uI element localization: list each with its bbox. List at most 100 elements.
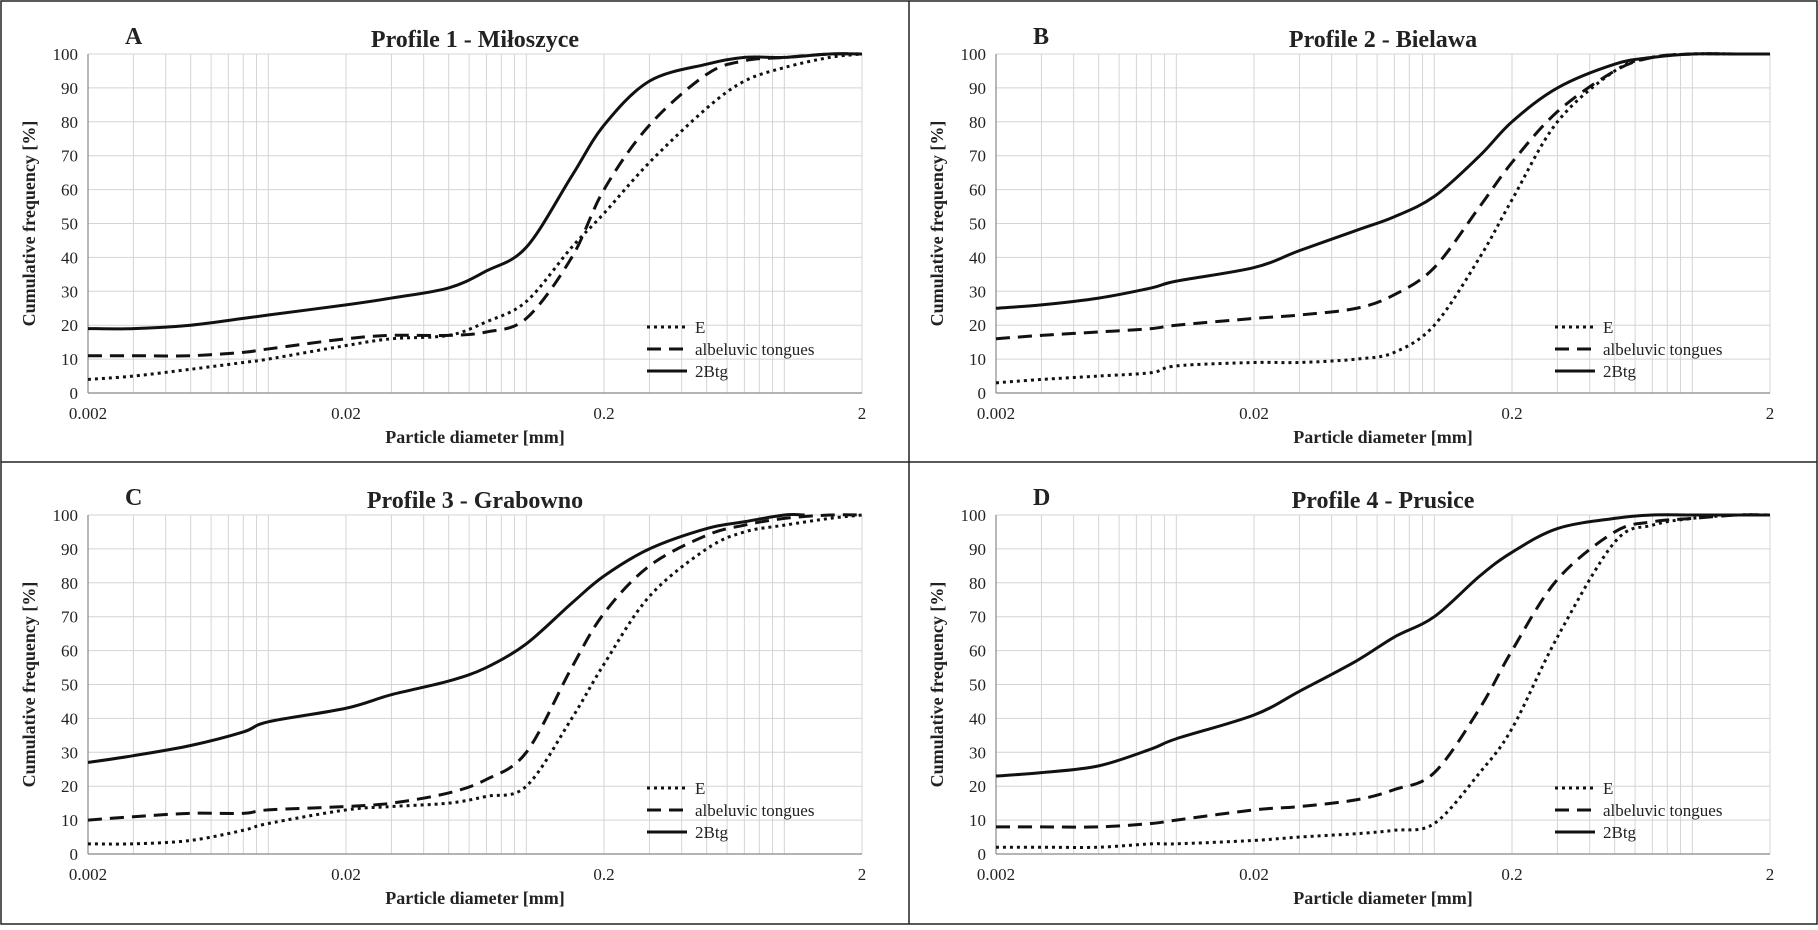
- y-tick-label: 60: [969, 642, 986, 661]
- series-line-3: [87, 513, 805, 764]
- panel-label: B: [1033, 24, 1049, 50]
- y-tick-label: 30: [61, 743, 78, 762]
- x-tick-label: 2: [858, 404, 867, 423]
- legend-entry: E: [695, 318, 705, 337]
- y-tick-label: 20: [969, 777, 986, 796]
- x-tick-label: 0.002: [977, 865, 1015, 884]
- grid: [87, 53, 863, 394]
- y-tick-label: 50: [969, 215, 986, 234]
- y-tick-label: 10: [969, 350, 986, 369]
- x-tick-label: 0.02: [1239, 404, 1269, 423]
- y-axis-title: Cumulative frequency [%]: [927, 582, 947, 788]
- series-line-1: [87, 513, 863, 846]
- y-axis-title: Cumulative frequency [%]: [927, 121, 947, 327]
- y-tick-label: 40: [61, 709, 78, 728]
- y-tick-label: 100: [961, 45, 987, 64]
- legend-entry: albeluvic tongues: [1603, 340, 1722, 359]
- panel-label: D: [1033, 485, 1050, 511]
- y-tick-label: 90: [969, 540, 986, 559]
- legend-entry: E: [1603, 779, 1613, 798]
- series-line-2: [87, 513, 863, 822]
- series-line-3: [87, 52, 863, 331]
- chart-title: Profile 2 - Bielawa: [1289, 27, 1477, 53]
- chart-panel-c: 0 10 20 30 40 50 60 70 80 90 100 0.002 0.02 0.2 2 Parti…: [19, 485, 866, 908]
- y-tick-label: 50: [61, 215, 78, 234]
- x-tick-label: 0.002: [69, 404, 107, 423]
- y-axis-title: Cumulative frequency [%]: [19, 582, 39, 788]
- y-tick-label: 10: [969, 811, 986, 830]
- y-tick-label: 90: [61, 79, 78, 98]
- y-tick-label: 70: [969, 608, 986, 627]
- y-tick-label: 50: [969, 676, 986, 695]
- y-tick-label: 0: [70, 384, 79, 403]
- y-tick-label: 40: [969, 248, 986, 267]
- x-tick-label: 0.2: [593, 404, 614, 423]
- y-tick-label: 70: [969, 147, 986, 166]
- x-tick-label: 2: [858, 865, 867, 884]
- y-tick-label: 100: [961, 506, 987, 525]
- y-tick-label: 0: [978, 384, 987, 403]
- x-axis-title: Particle diameter [mm]: [385, 427, 565, 447]
- legend-entry: E: [1603, 318, 1613, 337]
- series-line-2: [87, 52, 863, 358]
- legend-entry: albeluvic tongues: [1603, 801, 1722, 820]
- x-tick-label: 0.002: [977, 404, 1015, 423]
- x-tick-label: 2: [1766, 865, 1775, 884]
- x-tick-label: 0.2: [1501, 404, 1522, 423]
- x-tick-label: 0.2: [1501, 865, 1522, 884]
- series-line-1: [995, 52, 1770, 385]
- y-tick-label: 80: [969, 574, 986, 593]
- y-tick-label: 60: [969, 181, 986, 200]
- chart-panel-d: 0 10 20 30 40 50 60 70 80 90 100 0.002 0.02 0.2 2 Parti…: [927, 485, 1774, 908]
- grid: [995, 514, 1771, 855]
- y-tick-label: 10: [61, 350, 78, 369]
- y-tick-label: 20: [61, 316, 78, 335]
- x-tick-label: 0.02: [331, 404, 361, 423]
- series-line-3: [995, 513, 1770, 778]
- legend-entry: 2Btg: [695, 362, 729, 381]
- legend-entry: albeluvic tongues: [695, 340, 814, 359]
- chart-title: Profile 3 - Grabowno: [367, 488, 583, 514]
- legend-entry: E: [695, 779, 705, 798]
- y-tick-label: 90: [61, 540, 78, 559]
- panel-label: C: [125, 485, 142, 511]
- legend-entry: 2Btg: [1603, 823, 1637, 842]
- legend-entry: albeluvic tongues: [695, 801, 814, 820]
- chart-panel-b: 0 10 20 30 40 50 60 70 80 90 100 0.002 0.02 0.2 2 Parti…: [927, 24, 1774, 447]
- y-tick-label: 20: [61, 777, 78, 796]
- y-tick-label: 70: [61, 608, 78, 627]
- series-line-1: [996, 513, 1771, 849]
- y-tick-label: 60: [61, 642, 78, 661]
- y-tick-label: 60: [61, 181, 78, 200]
- x-tick-label: 0.02: [1239, 865, 1269, 884]
- y-tick-label: 30: [969, 743, 986, 762]
- series-line-3: [995, 52, 1770, 310]
- chart-title: Profile 4 - Prusice: [1292, 488, 1475, 514]
- series-line-2: [995, 513, 1771, 829]
- chart-panel-a: 0 10 20 30 40 50 60 70 80 90 100 0.002 0.02 0.2 2 Parti…: [19, 24, 866, 447]
- y-tick-label: 50: [61, 676, 78, 695]
- y-tick-label: 70: [61, 147, 78, 166]
- y-tick-label: 100: [53, 506, 79, 525]
- y-tick-label: 40: [969, 709, 986, 728]
- y-tick-label: 80: [61, 574, 78, 593]
- x-tick-label: 0.2: [593, 865, 614, 884]
- y-tick-label: 30: [61, 282, 78, 301]
- y-tick-label: 80: [969, 113, 986, 132]
- series-line-1: [87, 52, 863, 381]
- y-tick-label: 10: [61, 811, 78, 830]
- y-tick-label: 20: [969, 316, 986, 335]
- legend-entry: 2Btg: [695, 823, 729, 842]
- chart-title: Profile 1 - Miłoszyce: [371, 27, 579, 53]
- legend-entry: 2Btg: [1603, 362, 1637, 381]
- y-tick-label: 80: [61, 113, 78, 132]
- x-tick-label: 0.002: [69, 865, 107, 884]
- y-tick-label: 40: [61, 248, 78, 267]
- x-axis-title: Particle diameter [mm]: [1293, 888, 1473, 908]
- y-axis-title: Cumulative frequency [%]: [19, 121, 39, 327]
- x-tick-label: 2: [1766, 404, 1775, 423]
- panel-label: A: [125, 24, 143, 50]
- y-tick-label: 0: [978, 845, 987, 864]
